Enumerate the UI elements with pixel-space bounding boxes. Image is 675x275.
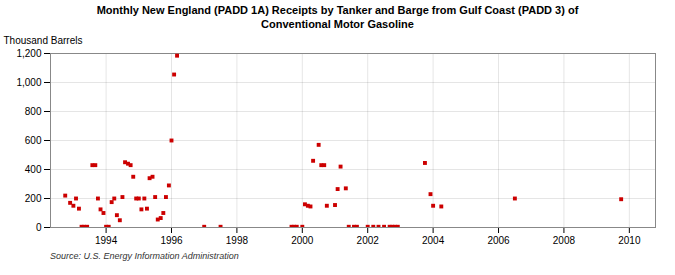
svg-text:200: 200: [25, 192, 42, 203]
html-text:Monthly New England (PADD 1A): Monthly New England (PADD 1A) Receipts b…: [96, 4, 579, 31]
svg-text:1,000: 1,000: [16, 76, 41, 87]
svg-text:2002: 2002: [357, 234, 380, 245]
svg-text:600: 600: [25, 134, 42, 145]
svg-text:1,200: 1,200: [16, 47, 41, 58]
svg-text:1996: 1996: [160, 234, 183, 245]
svg-text:2008: 2008: [553, 234, 576, 245]
svg-text:1994: 1994: [95, 234, 118, 245]
svg-text:400: 400: [25, 163, 42, 174]
html-text:Source: U.S. Energy Informatio: Source: U.S. Energy Information Administ…: [50, 250, 239, 261]
svg-text:800: 800: [25, 105, 42, 116]
svg-text:2000: 2000: [291, 234, 314, 245]
svg-text:2010: 2010: [618, 234, 641, 245]
svg-text:0: 0: [36, 221, 42, 232]
svg-text:2006: 2006: [487, 234, 510, 245]
svg-text:Thousand Barrels: Thousand Barrels: [4, 34, 83, 45]
svg-text:1998: 1998: [226, 234, 249, 245]
svg-text:2004: 2004: [422, 234, 445, 245]
